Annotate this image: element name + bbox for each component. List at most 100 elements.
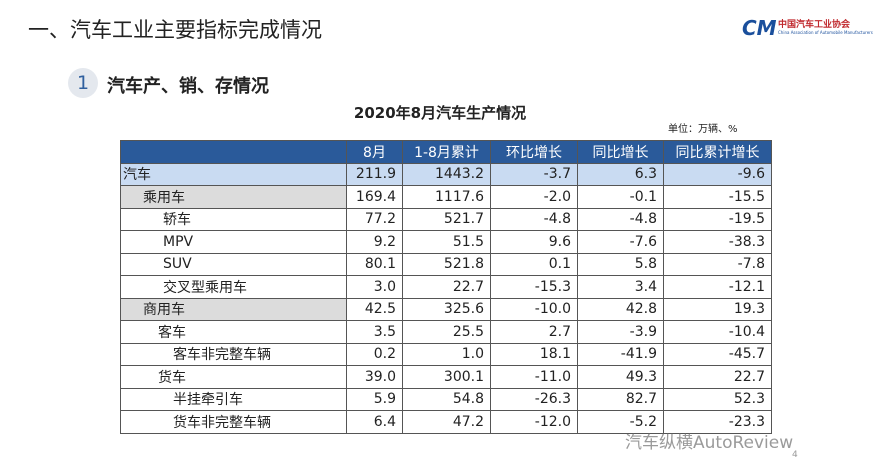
table-row: 乘用车 169.4 1117.6 -2.0 -0.1 -15.5 [120,185,772,209]
cell-value: -2.0 [490,185,578,209]
cell-value: -0.1 [577,185,664,209]
cell-value: 1443.2 [402,162,491,186]
cell-value: 521.8 [402,252,491,276]
cell-value: 3.0 [346,275,403,299]
cell-value: -10.4 [663,320,772,344]
data-table: 8月 1-8月累计 环比增长 同比增长 同比累计增长 汽车 211.9 1443.2 -3.7 6… [120,140,772,434]
cell-value: 47.2 [402,410,491,434]
row-label: SUV [120,252,347,276]
cell-value: 80.1 [346,252,403,276]
cell-value: -7.6 [577,230,664,254]
logo-name: 中国汽车工业协会 [778,20,851,30]
row-label: 乘用车 [120,185,347,209]
cell-value: -15.3 [490,275,578,299]
column-header: 8月 [346,140,403,164]
column-header: 环比增长 [490,140,578,164]
row-label: 货车 [120,365,347,389]
cell-value: 54.8 [402,387,491,411]
cell-value: -3.7 [490,162,578,186]
logo-sub: China Association of Automobile Manufact… [778,30,873,35]
cell-value: 521.7 [402,207,491,231]
row-label: 客车非完整车辆 [120,342,347,366]
cell-value: 3.4 [577,275,664,299]
cell-value: 82.7 [577,387,664,411]
cell-value: 22.7 [402,275,491,299]
cell-value: -45.7 [663,342,772,366]
cell-value: 2.7 [490,320,578,344]
cell-value: -41.9 [577,342,664,366]
row-label: 商用车 [120,297,347,321]
cell-value: -23.3 [663,410,772,434]
cell-value: -10.0 [490,297,578,321]
table-row: 汽车 211.9 1443.2 -3.7 6.3 -9.6 [120,162,772,186]
cell-value: -12.1 [663,275,772,299]
cell-value: 325.6 [402,297,491,321]
cell-value: -19.5 [663,207,772,231]
row-label: 货车非完整车辆 [120,410,347,434]
page-number: 4 [792,450,798,460]
section-number: 1 [68,68,98,98]
cell-value: 22.7 [663,365,772,389]
cell-value: 6.4 [346,410,403,434]
cell-value: -7.8 [663,252,772,276]
column-header: 同比累计增长 [663,140,772,164]
table-row: SUV 80.1 521.8 0.1 5.8 -7.8 [120,252,772,276]
table-row: 交叉型乘用车 3.0 22.7 -15.3 3.4 -12.1 [120,275,772,299]
row-label: 客车 [120,320,347,344]
cell-value: 42.8 [577,297,664,321]
table-row: 轿车 77.2 521.7 -4.8 -4.8 -19.5 [120,207,772,231]
cell-value: 3.5 [346,320,403,344]
cell-value: 42.5 [346,297,403,321]
table-title: 2020年8月汽车生产情况 [353,104,527,122]
cell-value: 19.3 [663,297,772,321]
cell-value: 0.1 [490,252,578,276]
cell-value: -9.6 [663,162,772,186]
table-unit: 单位：万辆、% [668,124,738,135]
table-row: 半挂牵引车 5.9 54.8 -26.3 82.7 52.3 [120,387,772,411]
cell-value: -26.3 [490,387,578,411]
cell-value: 169.4 [346,185,403,209]
cell-value: 5.8 [577,252,664,276]
row-label: 轿车 [120,207,347,231]
row-label: 汽车 [120,162,347,186]
watermark: 汽车纵横AutoReview [625,433,794,453]
cell-value: -5.2 [577,410,664,434]
cell-value: -4.8 [490,207,578,231]
cell-value: 300.1 [402,365,491,389]
header-row: 8月 1-8月累计 环比增长 同比增长 同比累计增长 [120,140,772,164]
table-row: 客车非完整车辆 0.2 1.0 18.1 -41.9 -45.7 [120,342,772,366]
cell-value: 6.3 [577,162,664,186]
table-row: MPV 9.2 51.5 9.6 -7.6 -38.3 [120,230,772,254]
row-label: MPV [120,230,347,254]
cell-value: -38.3 [663,230,772,254]
table-row: 货车 39.0 300.1 -11.0 49.3 22.7 [120,365,772,389]
table-row: 商用车 42.5 325.6 -10.0 42.8 19.3 [120,297,772,321]
table-row: 货车非完整车辆 6.4 47.2 -12.0 -5.2 -23.3 [120,410,772,434]
cell-value: -15.5 [663,185,772,209]
logo-mark: CM [742,16,777,40]
cell-value: 9.6 [490,230,578,254]
row-label: 半挂牵引车 [120,387,347,411]
cell-value: 77.2 [346,207,403,231]
cell-value: 51.5 [402,230,491,254]
section-title: 汽车产、销、存情况 [107,76,269,97]
cell-value: 1.0 [402,342,491,366]
column-header: 1-8月累计 [402,140,491,164]
table-row: 客车 3.5 25.5 2.7 -3.9 -10.4 [120,320,772,344]
cell-value: 211.9 [346,162,403,186]
cell-value: -3.9 [577,320,664,344]
slide-title: 一、汽车工业主要指标完成情况 [28,18,322,42]
cell-value: 49.3 [577,365,664,389]
cell-value: 39.0 [346,365,403,389]
cell-value: 5.9 [346,387,403,411]
cell-value: -11.0 [490,365,578,389]
cell-value: -4.8 [577,207,664,231]
row-label: 交叉型乘用车 [120,275,347,299]
cell-value: 52.3 [663,387,772,411]
cell-value: 0.2 [346,342,403,366]
header-cell [120,140,347,164]
cell-value: 25.5 [402,320,491,344]
cell-value: 1117.6 [402,185,491,209]
column-header: 同比增长 [577,140,664,164]
